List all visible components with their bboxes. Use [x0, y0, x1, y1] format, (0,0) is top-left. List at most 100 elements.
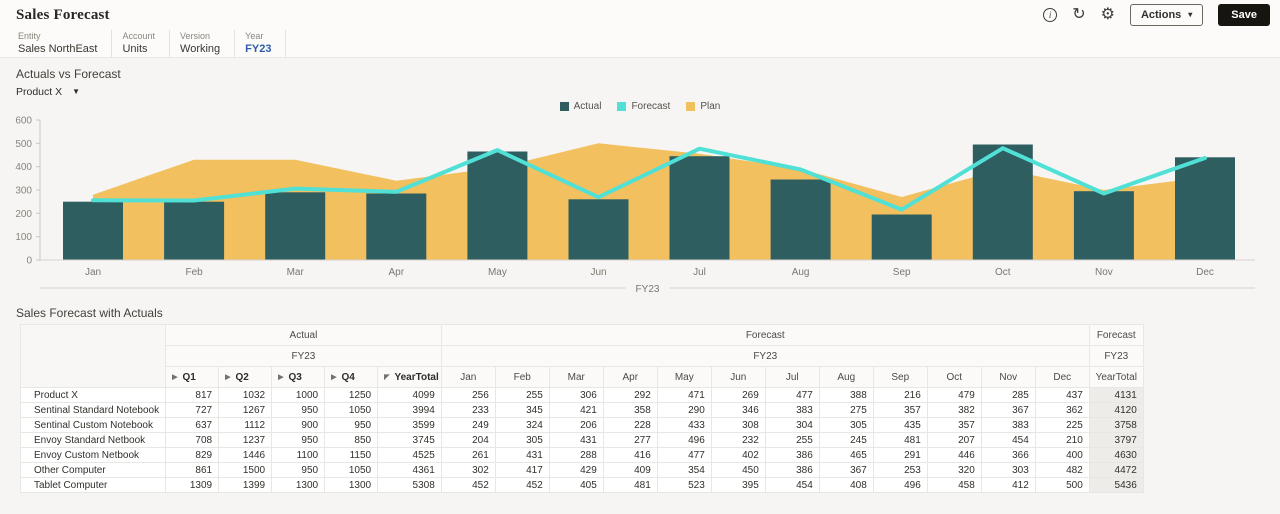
forecast-cell[interactable]: 228: [602, 417, 658, 433]
forecast-cell[interactable]: 261: [440, 447, 496, 463]
column-header-q4[interactable]: ▶ Q4: [324, 366, 379, 388]
actual-cell[interactable]: 950: [271, 402, 326, 418]
refresh-button[interactable]: ↻: [1072, 7, 1085, 23]
forecast-cell[interactable]: 383: [980, 417, 1036, 433]
actual-cell[interactable]: 1500: [218, 462, 273, 478]
pov-item-account[interactable]: Account Units: [112, 30, 171, 57]
actual-yeartotal-cell[interactable]: 4525: [377, 447, 442, 463]
actual-cell[interactable]: 1399: [218, 477, 273, 493]
forecast-cell[interactable]: 431: [494, 447, 550, 463]
forecast-cell[interactable]: 357: [926, 417, 982, 433]
actual-cell[interactable]: 1267: [218, 402, 273, 418]
actual-yeartotal-cell[interactable]: 3745: [377, 432, 442, 448]
forecast-cell[interactable]: 383: [764, 402, 820, 418]
forecast-cell[interactable]: 471: [656, 387, 712, 403]
row-label[interactable]: Product X: [19, 387, 167, 403]
forecast-cell[interactable]: 458: [926, 477, 982, 493]
forecast-cell[interactable]: 452: [494, 477, 550, 493]
settings-button[interactable]: ⚙: [1101, 7, 1115, 23]
actual-cell[interactable]: 1050: [324, 462, 379, 478]
pov-item-version[interactable]: Version Working: [170, 30, 236, 57]
forecast-cell[interactable]: 320: [926, 462, 982, 478]
forecast-cell[interactable]: 269: [710, 387, 766, 403]
actual-yeartotal-cell[interactable]: 4099: [377, 387, 442, 403]
forecast-cell[interactable]: 477: [764, 387, 820, 403]
actual-cell[interactable]: 950: [324, 417, 379, 433]
forecast-cell[interactable]: 366: [980, 447, 1036, 463]
forecast-yeartotal-cell[interactable]: 5436: [1088, 477, 1144, 493]
actual-cell[interactable]: 708: [165, 432, 220, 448]
forecast-cell[interactable]: 204: [440, 432, 496, 448]
forecast-cell[interactable]: 367: [818, 462, 874, 478]
forecast-cell[interactable]: 500: [1034, 477, 1090, 493]
forecast-cell[interactable]: 225: [1034, 417, 1090, 433]
actual-cell[interactable]: 1000: [271, 387, 326, 403]
forecast-cell[interactable]: 465: [818, 447, 874, 463]
forecast-cell[interactable]: 216: [872, 387, 928, 403]
forecast-cell[interactable]: 232: [710, 432, 766, 448]
forecast-cell[interactable]: 452: [440, 477, 496, 493]
row-label[interactable]: Sentinal Standard Notebook: [19, 402, 167, 418]
forecast-cell[interactable]: 346: [710, 402, 766, 418]
forecast-cell[interactable]: 395: [710, 477, 766, 493]
forecast-cell[interactable]: 496: [656, 432, 712, 448]
actual-cell[interactable]: 1150: [324, 447, 379, 463]
forecast-cell[interactable]: 481: [872, 432, 928, 448]
forecast-cell[interactable]: 357: [872, 402, 928, 418]
forecast-cell[interactable]: 306: [548, 387, 604, 403]
forecast-cell[interactable]: 304: [764, 417, 820, 433]
actual-cell[interactable]: 1309: [165, 477, 220, 493]
forecast-cell[interactable]: 400: [1034, 447, 1090, 463]
forecast-cell[interactable]: 416: [602, 447, 658, 463]
actual-cell[interactable]: 637: [165, 417, 220, 433]
forecast-cell[interactable]: 388: [818, 387, 874, 403]
actual-cell[interactable]: 829: [165, 447, 220, 463]
actual-cell[interactable]: 727: [165, 402, 220, 418]
forecast-cell[interactable]: 409: [602, 462, 658, 478]
forecast-cell[interactable]: 433: [656, 417, 712, 433]
forecast-cell[interactable]: 362: [1034, 402, 1090, 418]
forecast-cell[interactable]: 431: [548, 432, 604, 448]
forecast-cell[interactable]: 405: [548, 477, 604, 493]
forecast-cell[interactable]: 367: [980, 402, 1036, 418]
forecast-cell[interactable]: 290: [656, 402, 712, 418]
column-header-q3[interactable]: ▶ Q3: [271, 366, 326, 388]
actual-cell[interactable]: 1050: [324, 402, 379, 418]
forecast-cell[interactable]: 454: [980, 432, 1036, 448]
actual-yeartotal-cell[interactable]: 3599: [377, 417, 442, 433]
forecast-cell[interactable]: 417: [494, 462, 550, 478]
forecast-cell[interactable]: 446: [926, 447, 982, 463]
pov-item-year[interactable]: Year FY23: [235, 30, 287, 57]
forecast-cell[interactable]: 429: [548, 462, 604, 478]
forecast-cell[interactable]: 386: [764, 462, 820, 478]
forecast-cell[interactable]: 210: [1034, 432, 1090, 448]
info-button[interactable]: i: [1043, 8, 1058, 22]
forecast-cell[interactable]: 412: [980, 477, 1036, 493]
forecast-cell[interactable]: 358: [602, 402, 658, 418]
dimension-selector[interactable]: Product X ▼: [16, 86, 80, 98]
actual-yeartotal-cell[interactable]: 3994: [377, 402, 442, 418]
forecast-cell[interactable]: 256: [440, 387, 496, 403]
actual-cell[interactable]: 950: [271, 432, 326, 448]
forecast-cell[interactable]: 302: [440, 462, 496, 478]
forecast-cell[interactable]: 255: [494, 387, 550, 403]
actual-cell[interactable]: 1112: [218, 417, 273, 433]
row-label[interactable]: Tablet Computer: [19, 477, 167, 493]
forecast-cell[interactable]: 207: [926, 432, 982, 448]
forecast-cell[interactable]: 206: [548, 417, 604, 433]
forecast-cell[interactable]: 249: [440, 417, 496, 433]
actual-cell[interactable]: 1100: [271, 447, 326, 463]
forecast-cell[interactable]: 477: [656, 447, 712, 463]
forecast-cell[interactable]: 408: [818, 477, 874, 493]
actual-cell[interactable]: 950: [271, 462, 326, 478]
forecast-yeartotal-cell[interactable]: 3758: [1088, 417, 1144, 433]
forecast-cell[interactable]: 233: [440, 402, 496, 418]
actual-cell[interactable]: 1300: [271, 477, 326, 493]
forecast-cell[interactable]: 305: [494, 432, 550, 448]
row-label[interactable]: Sentinal Custom Notebook: [19, 417, 167, 433]
forecast-cell[interactable]: 275: [818, 402, 874, 418]
forecast-cell[interactable]: 345: [494, 402, 550, 418]
forecast-cell[interactable]: 450: [710, 462, 766, 478]
forecast-cell[interactable]: 292: [602, 387, 658, 403]
row-label[interactable]: Envoy Standard Netbook: [19, 432, 167, 448]
